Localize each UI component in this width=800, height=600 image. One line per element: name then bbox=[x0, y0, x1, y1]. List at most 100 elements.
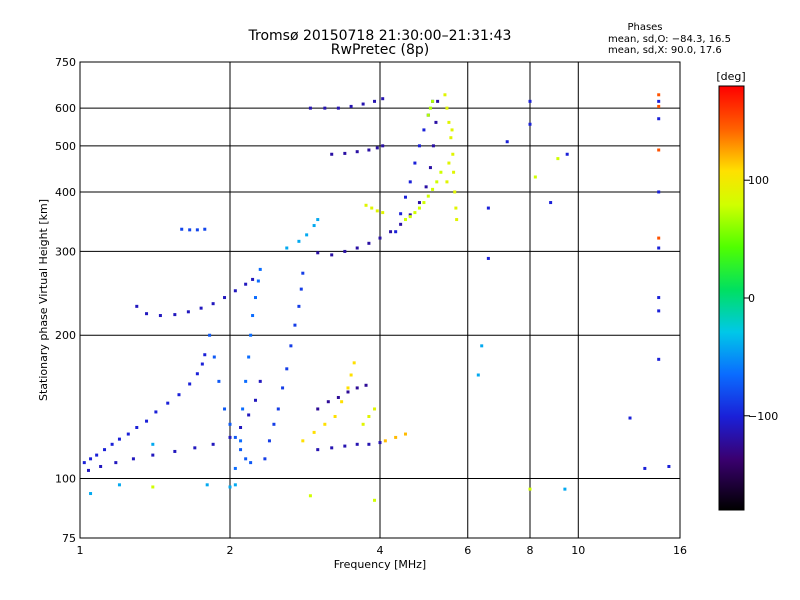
echo-point bbox=[312, 430, 316, 434]
echo-point bbox=[375, 146, 379, 150]
echo-point bbox=[367, 241, 371, 245]
echo-point bbox=[657, 148, 661, 152]
stats-line-o: mean, sd,O: −84.3, 16.5 bbox=[608, 34, 731, 45]
echo-point bbox=[323, 422, 327, 426]
echo-point bbox=[89, 457, 93, 461]
echo-point bbox=[193, 446, 197, 450]
echo-point bbox=[228, 435, 232, 439]
y-tick-label: 750 bbox=[55, 56, 76, 69]
echo-point bbox=[657, 190, 661, 194]
echo-point bbox=[373, 498, 377, 502]
echo-point bbox=[431, 99, 435, 103]
echo-point bbox=[316, 251, 320, 255]
echo-point bbox=[408, 180, 412, 184]
echo-point bbox=[336, 106, 340, 110]
colorbar-tick-label: 100 bbox=[748, 174, 769, 187]
echo-point bbox=[228, 422, 232, 426]
echo-point bbox=[424, 185, 428, 189]
echo-point bbox=[445, 106, 449, 110]
echo-point bbox=[233, 289, 237, 293]
echo-point bbox=[349, 104, 353, 108]
echo-point bbox=[355, 386, 359, 390]
echo-point bbox=[373, 407, 377, 411]
echo-point bbox=[355, 246, 359, 250]
echo-point bbox=[367, 148, 371, 152]
echo-point bbox=[431, 144, 435, 148]
echo-point bbox=[249, 333, 253, 337]
echo-point bbox=[316, 448, 320, 452]
data-points bbox=[82, 93, 671, 502]
echo-point bbox=[336, 395, 340, 399]
echo-point bbox=[154, 410, 158, 414]
echo-point bbox=[145, 419, 149, 423]
echo-point bbox=[99, 464, 103, 468]
echo-point bbox=[367, 442, 371, 446]
y-tick-label: 300 bbox=[55, 245, 76, 258]
echo-point bbox=[528, 487, 532, 491]
echo-point bbox=[293, 323, 297, 327]
echo-point bbox=[383, 439, 387, 443]
echo-point bbox=[417, 201, 421, 205]
echo-point bbox=[375, 209, 379, 213]
chart-subtitle: RwPretec (8p) bbox=[331, 42, 429, 58]
echo-point bbox=[528, 99, 532, 103]
echo-point bbox=[297, 304, 301, 308]
echo-point bbox=[355, 442, 359, 446]
echo-point bbox=[455, 218, 459, 222]
echo-point bbox=[352, 361, 356, 365]
echo-point bbox=[657, 93, 661, 97]
echo-point bbox=[117, 483, 121, 487]
echo-point bbox=[211, 442, 215, 446]
echo-point bbox=[135, 425, 139, 429]
echo-point bbox=[408, 215, 412, 219]
echo-point bbox=[403, 195, 407, 199]
echo-point bbox=[340, 400, 344, 404]
tick-layer: 1 2 4 6 8 10 16 75 100 200 300 400 500 600 750 bbox=[55, 56, 687, 557]
echo-point bbox=[244, 379, 248, 383]
x-tick-label: 10 bbox=[571, 544, 585, 557]
echo-point bbox=[285, 246, 289, 250]
echo-point bbox=[417, 144, 421, 148]
echo-point bbox=[343, 249, 347, 253]
echo-point bbox=[177, 393, 181, 397]
echo-point bbox=[195, 372, 199, 376]
echo-point bbox=[556, 157, 560, 161]
echo-point bbox=[364, 203, 368, 207]
echo-point bbox=[316, 218, 320, 222]
echo-point bbox=[426, 194, 430, 198]
y-axis-label: Stationary phase Virtual Height [km] bbox=[37, 199, 50, 401]
echo-point bbox=[326, 400, 330, 404]
echo-point bbox=[343, 151, 347, 155]
echo-point bbox=[103, 448, 107, 452]
echo-point bbox=[394, 230, 398, 234]
echo-point bbox=[413, 211, 417, 215]
echo-point bbox=[373, 99, 377, 103]
echo-point bbox=[247, 413, 251, 417]
echo-point bbox=[258, 379, 262, 383]
echo-point bbox=[233, 435, 237, 439]
echo-point bbox=[486, 206, 490, 210]
echo-point bbox=[117, 437, 121, 441]
echo-point bbox=[434, 120, 438, 124]
echo-point bbox=[208, 333, 212, 337]
echo-point bbox=[211, 302, 215, 306]
grid-layer bbox=[80, 62, 680, 538]
x-tick-label: 4 bbox=[377, 544, 384, 557]
echo-point bbox=[253, 398, 257, 402]
echo-point bbox=[223, 407, 227, 411]
echo-point bbox=[258, 267, 262, 271]
echo-point bbox=[239, 425, 243, 429]
echo-point bbox=[381, 97, 385, 101]
echo-point bbox=[439, 170, 443, 174]
echo-point bbox=[180, 227, 184, 231]
echo-point bbox=[308, 106, 312, 110]
echo-point bbox=[173, 313, 177, 317]
echo-point bbox=[563, 487, 567, 491]
echo-point bbox=[394, 435, 398, 439]
echo-point bbox=[244, 282, 248, 286]
echo-point bbox=[476, 373, 480, 377]
echo-point bbox=[126, 432, 130, 436]
echo-point bbox=[285, 367, 289, 371]
echo-point bbox=[95, 453, 99, 457]
